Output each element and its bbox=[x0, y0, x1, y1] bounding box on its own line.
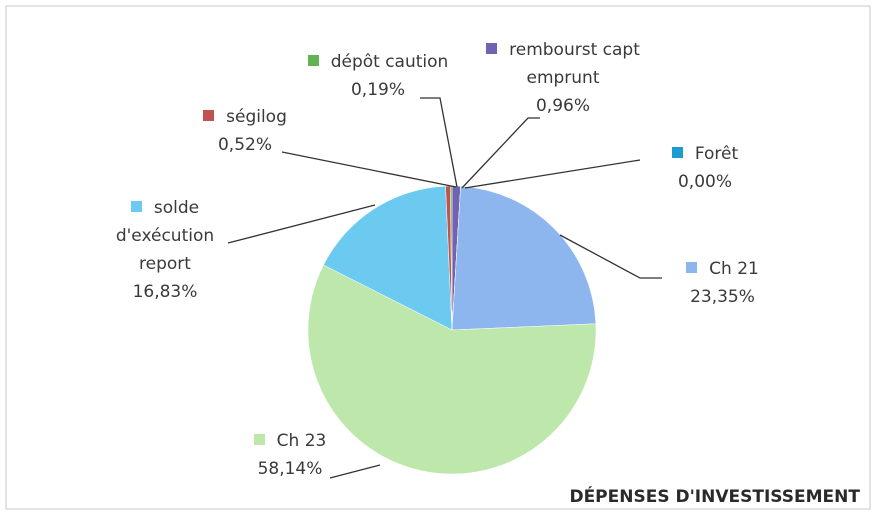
leader-line bbox=[329, 464, 381, 479]
category-label: rembourst capt emprunt bbox=[509, 40, 640, 88]
value-label: 0,96% bbox=[535, 96, 590, 116]
legend-swatch bbox=[671, 147, 683, 158]
data-label: rembourst capt emprunt 0,96% bbox=[478, 36, 648, 120]
value-label: 0,52% bbox=[217, 135, 272, 155]
category-label: ségilog bbox=[226, 107, 287, 127]
data-label: Ch 23 58,14% bbox=[230, 427, 350, 483]
frame bbox=[5, 5, 871, 510]
leader-line bbox=[464, 159, 641, 189]
chart-title: DÉPENSES D'INVESTISSEMENT bbox=[569, 487, 860, 507]
data-label: solde d'exécution report 16,83% bbox=[90, 194, 240, 306]
legend-swatch bbox=[253, 434, 265, 445]
category-label: dépôt caution bbox=[330, 52, 449, 72]
category-label: Forêt bbox=[694, 144, 739, 164]
leader-line bbox=[227, 204, 376, 244]
category-label: Ch 21 bbox=[709, 259, 759, 279]
pie-slice bbox=[307, 264, 597, 475]
legend-swatch bbox=[130, 201, 142, 212]
legend-swatch bbox=[203, 110, 215, 121]
value-label: 58,14% bbox=[257, 459, 323, 479]
data-label: Forêt 0,00% bbox=[650, 140, 760, 196]
leader-line bbox=[559, 234, 662, 279]
leader-line bbox=[461, 117, 540, 189]
data-label: dépôt caution 0,19% bbox=[288, 48, 468, 104]
pie-slice bbox=[323, 185, 453, 331]
value-label: 0,19% bbox=[350, 80, 405, 100]
leader-line bbox=[420, 97, 458, 188]
category-label: Ch 23 bbox=[276, 431, 327, 451]
value-label: 16,83% bbox=[132, 282, 198, 302]
value-label: 23,35% bbox=[690, 287, 755, 307]
data-label: ségilog 0,52% bbox=[185, 103, 305, 159]
legend-swatch bbox=[686, 262, 698, 273]
legend-swatch bbox=[486, 43, 498, 54]
leader-line bbox=[281, 151, 457, 188]
data-label: Ch 21 23,35% bbox=[665, 255, 780, 311]
legend-swatch bbox=[307, 55, 319, 66]
category-label: solde d'exécution report bbox=[115, 198, 215, 274]
value-label: 0,00% bbox=[677, 172, 732, 192]
pie-slice bbox=[451, 185, 597, 331]
